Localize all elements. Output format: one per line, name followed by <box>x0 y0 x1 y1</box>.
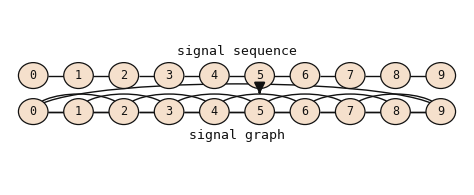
Ellipse shape <box>290 99 319 125</box>
Ellipse shape <box>109 99 138 125</box>
Text: 5: 5 <box>256 105 263 118</box>
Ellipse shape <box>18 63 48 89</box>
Text: 3: 3 <box>165 105 173 118</box>
Text: 0: 0 <box>30 69 37 82</box>
Text: 7: 7 <box>346 69 354 82</box>
Ellipse shape <box>381 63 410 89</box>
Ellipse shape <box>245 99 274 125</box>
Ellipse shape <box>18 99 48 125</box>
Text: 5: 5 <box>256 69 263 82</box>
Text: signal graph: signal graph <box>189 129 285 142</box>
Text: 4: 4 <box>211 105 218 118</box>
Ellipse shape <box>155 99 184 125</box>
Text: 8: 8 <box>392 105 399 118</box>
Ellipse shape <box>200 99 229 125</box>
Ellipse shape <box>336 63 365 89</box>
Text: 2: 2 <box>120 105 128 118</box>
Text: 6: 6 <box>301 69 309 82</box>
Ellipse shape <box>64 63 93 89</box>
Ellipse shape <box>426 99 456 125</box>
Text: 1: 1 <box>75 105 82 118</box>
Ellipse shape <box>381 99 410 125</box>
Ellipse shape <box>64 99 93 125</box>
Text: 1: 1 <box>75 69 82 82</box>
Ellipse shape <box>426 63 456 89</box>
Ellipse shape <box>336 99 365 125</box>
Ellipse shape <box>109 63 138 89</box>
Text: 2: 2 <box>120 69 128 82</box>
Ellipse shape <box>155 63 184 89</box>
Text: 7: 7 <box>346 105 354 118</box>
Ellipse shape <box>200 63 229 89</box>
Text: 8: 8 <box>392 69 399 82</box>
Text: 3: 3 <box>165 69 173 82</box>
Ellipse shape <box>245 63 274 89</box>
Text: 9: 9 <box>437 69 444 82</box>
Text: 9: 9 <box>437 105 444 118</box>
Text: signal sequence: signal sequence <box>177 45 297 58</box>
Text: 6: 6 <box>301 105 309 118</box>
Text: 0: 0 <box>30 105 37 118</box>
Text: 4: 4 <box>211 69 218 82</box>
Ellipse shape <box>290 63 319 89</box>
